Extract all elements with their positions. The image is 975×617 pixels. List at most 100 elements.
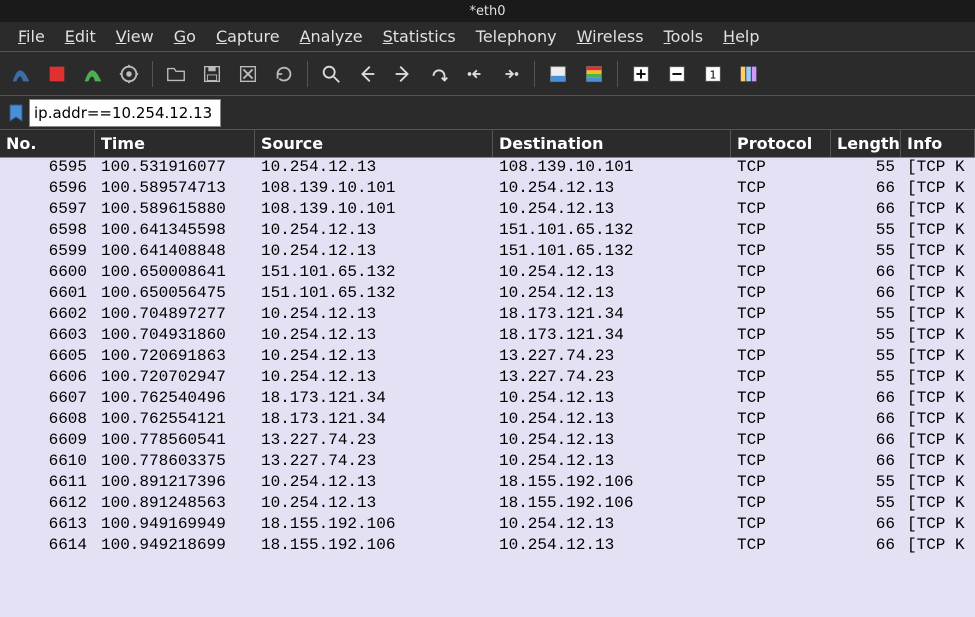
window-title: *eth0 (469, 4, 505, 19)
capture-options-icon[interactable] (114, 59, 144, 89)
cell-info: [TCP K (901, 452, 975, 473)
zoom-reset-icon[interactable]: 1 (698, 59, 728, 89)
reload-icon[interactable] (269, 59, 299, 89)
packet-row[interactable]: 6602100.70489727710.254.12.1318.173.121.… (0, 305, 975, 326)
cell-info: [TCP K (901, 179, 975, 200)
column-header-prot[interactable]: Protocol (731, 130, 831, 157)
cell-prot: TCP (731, 179, 831, 200)
forward-icon[interactable] (388, 59, 418, 89)
cell-prot: TCP (731, 389, 831, 410)
shark-fin-icon[interactable] (6, 59, 36, 89)
menu-wireless[interactable]: Wireless (567, 23, 654, 50)
restart-capture-icon[interactable] (78, 59, 108, 89)
cell-src: 10.254.12.13 (255, 494, 493, 515)
packet-row[interactable]: 6609100.77856054113.227.74.2310.254.12.1… (0, 431, 975, 452)
cell-no: 6613 (0, 515, 95, 536)
resize-columns-icon[interactable] (734, 59, 764, 89)
menu-help[interactable]: Help (713, 23, 769, 50)
cell-dst: 10.254.12.13 (493, 389, 731, 410)
packet-row[interactable]: 6603100.70493186010.254.12.1318.173.121.… (0, 326, 975, 347)
menu-analyze[interactable]: Analyze (290, 23, 373, 50)
menubar: FileEditViewGoCaptureAnalyzeStatisticsTe… (0, 22, 975, 52)
cell-info: [TCP K (901, 473, 975, 494)
cell-len: 55 (831, 158, 901, 179)
cell-time: 100.531916077 (95, 158, 255, 179)
cell-len: 66 (831, 179, 901, 200)
column-header-len[interactable]: Length (831, 130, 901, 157)
back-icon[interactable] (352, 59, 382, 89)
packet-row[interactable]: 6607100.76254049618.173.121.3410.254.12.… (0, 389, 975, 410)
find-icon[interactable] (316, 59, 346, 89)
colorize-icon[interactable] (579, 59, 609, 89)
menu-file[interactable]: File (8, 23, 55, 50)
close-file-icon[interactable] (233, 59, 263, 89)
cell-no: 6596 (0, 179, 95, 200)
zoom-out-icon[interactable] (662, 59, 692, 89)
zoom-in-icon[interactable] (626, 59, 656, 89)
cell-no: 6595 (0, 158, 95, 179)
packet-row[interactable]: 6600100.650008641151.101.65.13210.254.12… (0, 263, 975, 284)
cell-time: 100.762554121 (95, 410, 255, 431)
cell-src: 13.227.74.23 (255, 431, 493, 452)
cell-src: 10.254.12.13 (255, 473, 493, 494)
column-header-src[interactable]: Source (255, 130, 493, 157)
menu-edit[interactable]: Edit (55, 23, 106, 50)
packet-row[interactable]: 6596100.589574713108.139.10.10110.254.12… (0, 179, 975, 200)
toolbar-separator (152, 61, 153, 87)
packet-row[interactable]: 6612100.89124856310.254.12.1318.155.192.… (0, 494, 975, 515)
cell-dst: 18.173.121.34 (493, 326, 731, 347)
column-header-dst[interactable]: Destination (493, 130, 731, 157)
packet-row[interactable]: 6611100.89121739610.254.12.1318.155.192.… (0, 473, 975, 494)
cell-src: 18.173.121.34 (255, 389, 493, 410)
packet-row[interactable]: 6606100.72070294710.254.12.1313.227.74.2… (0, 368, 975, 389)
column-header-time[interactable]: Time (95, 130, 255, 157)
save-file-icon[interactable] (197, 59, 227, 89)
cell-no: 6612 (0, 494, 95, 515)
jump-icon[interactable] (424, 59, 454, 89)
cell-len: 66 (831, 389, 901, 410)
packet-row[interactable]: 6608100.76255412118.173.121.3410.254.12.… (0, 410, 975, 431)
cell-prot: TCP (731, 494, 831, 515)
cell-info: [TCP K (901, 263, 975, 284)
packet-row[interactable]: 6605100.72069186310.254.12.1313.227.74.2… (0, 347, 975, 368)
goto-first-icon[interactable] (460, 59, 490, 89)
cell-info: [TCP K (901, 410, 975, 431)
cell-src: 10.254.12.13 (255, 221, 493, 242)
cell-prot: TCP (731, 200, 831, 221)
menu-go[interactable]: Go (164, 23, 206, 50)
packet-row[interactable]: 6599100.64140884810.254.12.13151.101.65.… (0, 242, 975, 263)
packet-row[interactable]: 6610100.77860337513.227.74.2310.254.12.1… (0, 452, 975, 473)
packet-row[interactable]: 6601100.650056475151.101.65.13210.254.12… (0, 284, 975, 305)
column-header-no[interactable]: No. (0, 130, 95, 157)
cell-info: [TCP K (901, 158, 975, 179)
cell-prot: TCP (731, 368, 831, 389)
menu-tools[interactable]: Tools (654, 23, 713, 50)
cell-src: 10.254.12.13 (255, 158, 493, 179)
packet-list-pane: No.TimeSourceDestinationProtocolLengthIn… (0, 130, 975, 617)
goto-last-icon[interactable] (496, 59, 526, 89)
autoscroll-icon[interactable] (543, 59, 573, 89)
packet-row[interactable]: 6614100.94921869918.155.192.10610.254.12… (0, 536, 975, 557)
cell-info: [TCP K (901, 221, 975, 242)
cell-time: 100.589615880 (95, 200, 255, 221)
display-filter-input[interactable] (30, 100, 220, 126)
filter-bookmark-button[interactable] (4, 101, 28, 125)
stop-capture-icon[interactable] (42, 59, 72, 89)
packet-row[interactable]: 6598100.64134559810.254.12.13151.101.65.… (0, 221, 975, 242)
cell-info: [TCP K (901, 389, 975, 410)
cell-no: 6598 (0, 221, 95, 242)
menu-view[interactable]: View (106, 23, 164, 50)
menu-capture[interactable]: Capture (206, 23, 290, 50)
column-header-info[interactable]: Info (901, 130, 975, 157)
cell-dst: 10.254.12.13 (493, 179, 731, 200)
cell-dst: 151.101.65.132 (493, 221, 731, 242)
menu-statistics[interactable]: Statistics (373, 23, 466, 50)
packet-list-body[interactable]: 6595100.53191607710.254.12.13108.139.10.… (0, 158, 975, 557)
open-file-icon[interactable] (161, 59, 191, 89)
packet-row[interactable]: 6597100.589615880108.139.10.10110.254.12… (0, 200, 975, 221)
cell-info: [TCP K (901, 326, 975, 347)
packet-row[interactable]: 6595100.53191607710.254.12.13108.139.10.… (0, 158, 975, 179)
packet-row[interactable]: 6613100.94916994918.155.192.10610.254.12… (0, 515, 975, 536)
cell-dst: 108.139.10.101 (493, 158, 731, 179)
menu-telephony[interactable]: Telephony (466, 23, 567, 50)
